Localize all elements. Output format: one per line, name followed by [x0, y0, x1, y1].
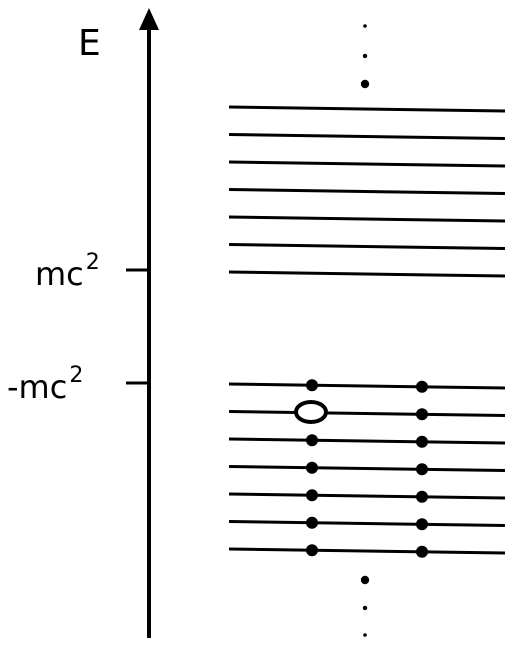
- filled-state-dot: [306, 516, 318, 529]
- positive-energy-level: [228, 215, 506, 223]
- negative-energy-level: [228, 520, 506, 527]
- negative-energy-level: [228, 492, 506, 500]
- continuation-dots-bottom: [360, 575, 370, 637]
- upper-energy-tick-label-exponent: 2: [85, 250, 100, 275]
- lower-energy-tick-label: -mc2: [7, 365, 83, 406]
- hole-marker: [294, 400, 328, 424]
- negative-energy-level: [228, 547, 506, 555]
- positive-energy-level: [228, 133, 506, 140]
- filled-state-dot: [416, 490, 428, 503]
- filled-state-dot: [416, 435, 428, 448]
- continuation-dot: [363, 24, 367, 28]
- filled-state-dot: [306, 434, 318, 447]
- continuation-dot: [360, 575, 370, 585]
- energy-axis: [126, 8, 159, 638]
- filled-state-dot: [416, 518, 428, 531]
- negative-energy-level: [228, 465, 506, 472]
- positive-energy-level: [228, 243, 506, 250]
- negative-energy-level: [228, 382, 506, 390]
- continuation-dot: [360, 79, 370, 89]
- upper-energy-tick-label-base: mc: [35, 255, 84, 293]
- positive-energy-level: [228, 270, 506, 278]
- filled-state-dot: [416, 408, 428, 421]
- negative-energy-levels: [228, 382, 506, 555]
- lower-energy-tick-label-base: -mc: [7, 368, 68, 406]
- energy-axis-arrowhead: [139, 8, 159, 30]
- negative-energy-level: [228, 410, 506, 417]
- positive-energy-level: [228, 160, 506, 168]
- filled-state-dot: [416, 380, 428, 393]
- positive-energy-level: [228, 188, 506, 195]
- filled-state-dot: [416, 463, 428, 476]
- continuation-dot: [363, 633, 367, 637]
- filled-state-dot: [416, 545, 428, 558]
- filled-electron-states: [306, 379, 428, 558]
- positive-energy-levels: [228, 105, 506, 278]
- continuation-dots-top: [360, 24, 370, 89]
- positive-energy-level: [228, 105, 506, 113]
- upper-energy-tick-label: mc2: [35, 252, 100, 293]
- lower-energy-tick-label-exponent: 2: [69, 363, 84, 388]
- continuation-dot: [362, 53, 368, 59]
- filled-state-dot: [306, 544, 318, 557]
- continuation-dot: [362, 605, 368, 611]
- energy-axis-label: E: [78, 23, 101, 64]
- filled-state-dot: [306, 379, 318, 392]
- filled-state-dot: [306, 489, 318, 502]
- filled-state-dot: [306, 461, 318, 474]
- negative-energy-level: [228, 437, 506, 445]
